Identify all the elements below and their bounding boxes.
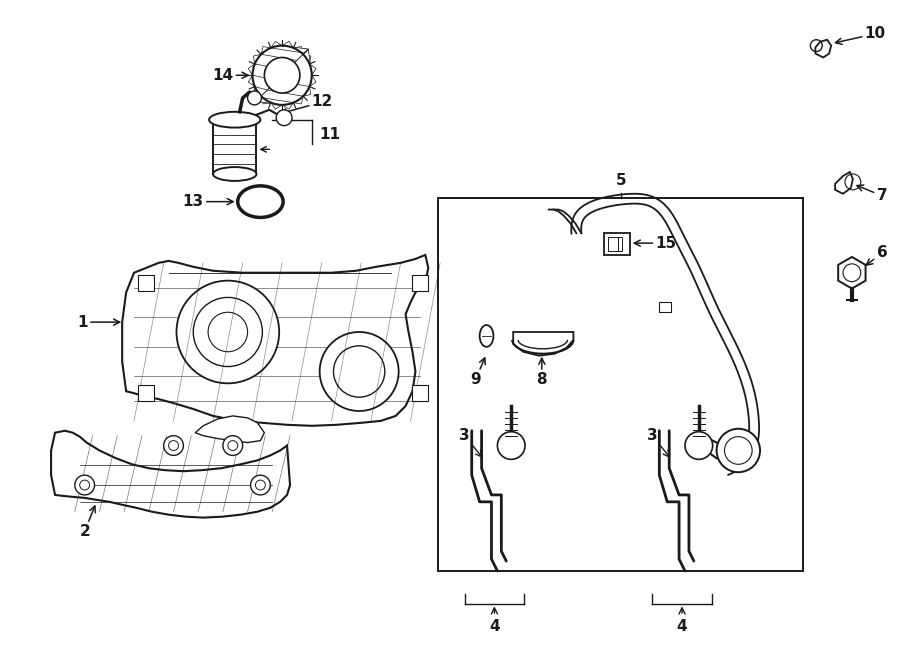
Bar: [138, 275, 154, 291]
Circle shape: [716, 429, 760, 472]
Bar: [412, 275, 428, 291]
Polygon shape: [271, 41, 309, 81]
Polygon shape: [838, 257, 866, 289]
Polygon shape: [248, 75, 277, 101]
Polygon shape: [835, 172, 853, 194]
Text: 8: 8: [536, 358, 547, 387]
Polygon shape: [260, 60, 303, 104]
Circle shape: [498, 432, 525, 459]
Polygon shape: [513, 332, 573, 355]
Polygon shape: [260, 90, 271, 104]
Circle shape: [276, 110, 292, 126]
Circle shape: [75, 475, 94, 495]
Polygon shape: [261, 46, 304, 90]
Circle shape: [265, 58, 300, 93]
Text: 11: 11: [320, 127, 341, 142]
Polygon shape: [254, 54, 297, 97]
Polygon shape: [248, 64, 287, 101]
Bar: [213, 120, 256, 174]
Text: 6: 6: [867, 246, 887, 265]
Polygon shape: [277, 49, 316, 87]
Polygon shape: [51, 431, 290, 518]
Polygon shape: [297, 53, 310, 64]
Polygon shape: [815, 40, 831, 58]
Ellipse shape: [213, 167, 256, 181]
Polygon shape: [256, 81, 282, 109]
Text: 3: 3: [460, 428, 482, 457]
Polygon shape: [122, 255, 428, 426]
Text: 1: 1: [77, 314, 120, 330]
Text: 3: 3: [647, 428, 670, 457]
Circle shape: [250, 475, 270, 495]
Text: 7: 7: [857, 185, 887, 203]
Ellipse shape: [209, 112, 260, 128]
Text: 9: 9: [471, 358, 485, 387]
Circle shape: [223, 436, 243, 455]
Text: 4: 4: [489, 608, 500, 634]
Polygon shape: [267, 53, 310, 96]
Polygon shape: [293, 46, 304, 60]
Polygon shape: [195, 416, 265, 443]
Bar: [604, 233, 630, 255]
Circle shape: [164, 436, 184, 455]
Bar: [608, 237, 618, 251]
Circle shape: [685, 432, 713, 459]
Text: 14: 14: [212, 68, 248, 83]
Bar: [438, 198, 804, 571]
Text: 10: 10: [835, 26, 886, 44]
Text: 2: 2: [79, 506, 95, 539]
Ellipse shape: [480, 325, 493, 347]
Bar: [412, 385, 428, 401]
Polygon shape: [287, 49, 316, 75]
Text: 12: 12: [281, 95, 333, 115]
Circle shape: [320, 332, 399, 411]
Text: 5: 5: [616, 173, 626, 188]
Circle shape: [176, 281, 279, 383]
Text: 15: 15: [634, 236, 677, 251]
Bar: [660, 303, 671, 312]
Text: 4: 4: [677, 608, 688, 634]
Bar: [618, 237, 622, 251]
Text: 13: 13: [183, 194, 233, 209]
Bar: [138, 385, 154, 401]
Polygon shape: [256, 70, 293, 109]
Polygon shape: [282, 41, 309, 70]
Circle shape: [248, 91, 261, 105]
Polygon shape: [254, 87, 267, 97]
